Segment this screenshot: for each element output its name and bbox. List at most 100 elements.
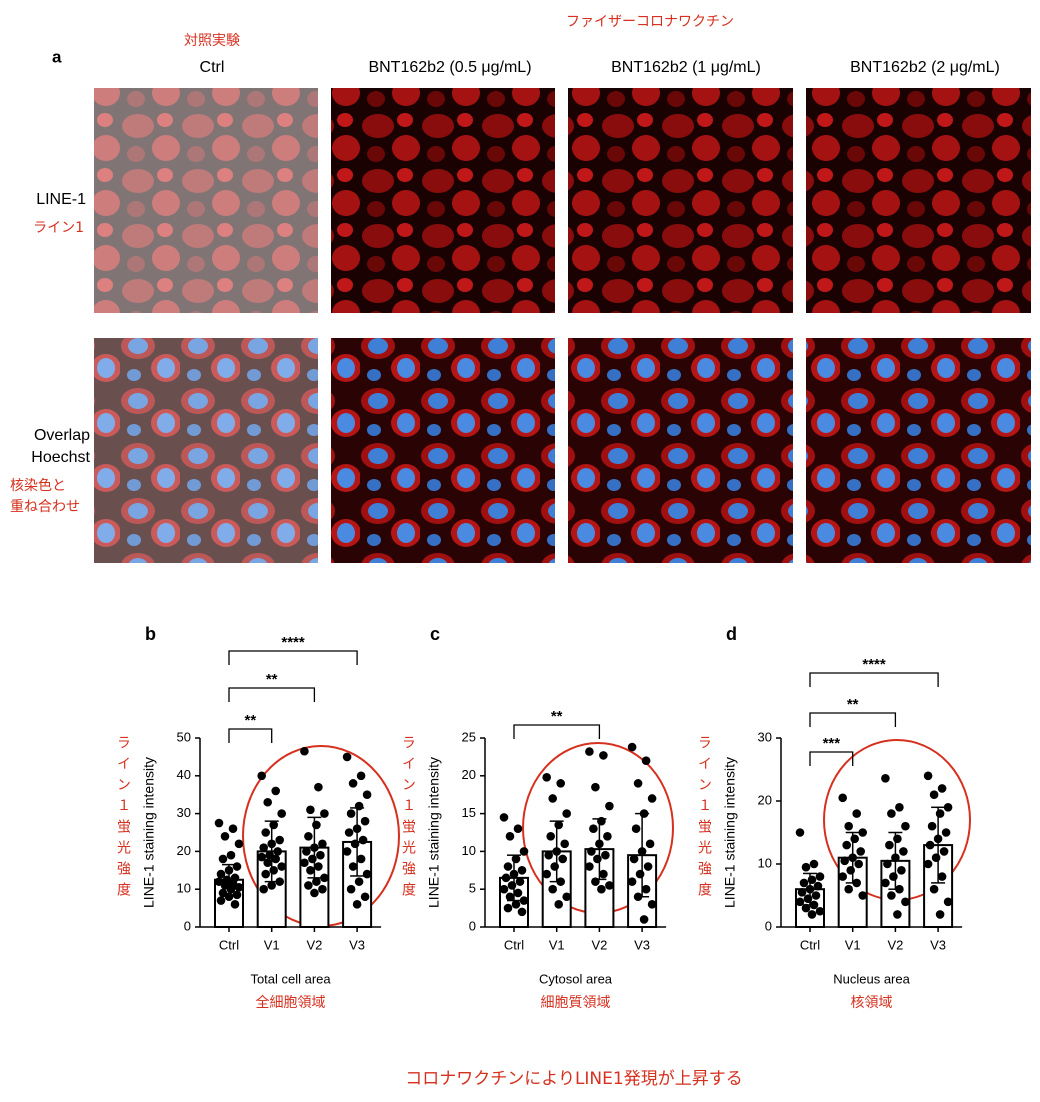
data-point: [318, 839, 327, 849]
data-point: [809, 859, 819, 869]
y-tick-label: 0: [765, 918, 772, 933]
data-point: [811, 891, 821, 900]
data-point: [261, 828, 271, 837]
micrograph: [568, 88, 793, 313]
data-point: [312, 820, 321, 830]
data-point: [542, 773, 551, 782]
data-point: [562, 892, 571, 902]
data-point: [813, 881, 823, 891]
data-point: [306, 805, 315, 815]
data-point: [593, 854, 602, 864]
y-tick-label: 20: [462, 767, 476, 782]
data-point: [358, 835, 368, 845]
y-tick-label: 30: [758, 729, 772, 744]
data-point: [360, 892, 370, 902]
data-point: [799, 878, 809, 888]
y-tick-label: 0: [184, 918, 191, 933]
x-tick-label: V2: [887, 937, 903, 952]
data-point: [544, 850, 553, 860]
data-point: [318, 884, 327, 894]
row-note: 核染色と: [10, 477, 66, 494]
significance-bracket: [809, 712, 897, 727]
significance-label: **: [551, 708, 563, 725]
data-point: [263, 797, 273, 807]
data-point: [901, 897, 910, 907]
top-note: ファイザーコロナワクチン: [566, 14, 734, 30]
column-title: BNT162b2 (1 μg/mL): [611, 59, 761, 76]
panel-letter: a: [52, 47, 62, 66]
data-point: [627, 742, 637, 752]
data-point: [647, 794, 657, 803]
data-point: [517, 866, 527, 875]
data-point: [643, 862, 653, 871]
data-point: [354, 877, 364, 886]
data-point: [261, 869, 271, 879]
data-point: [605, 881, 614, 890]
x-tick-label: V1: [264, 937, 280, 952]
data-point: [505, 831, 515, 841]
data-point: [257, 852, 267, 862]
data-point: [220, 831, 230, 841]
y-tick-label: 20: [177, 843, 191, 858]
data-point: [342, 752, 352, 762]
data-point: [519, 896, 529, 905]
data-point: [846, 866, 855, 875]
data-point: [352, 900, 362, 909]
data-point: [308, 854, 317, 864]
data-point: [635, 869, 645, 879]
data-point: [854, 859, 863, 869]
data-point: [560, 839, 569, 849]
data-point: [883, 859, 892, 869]
micrograph: [331, 88, 555, 313]
data-point: [925, 840, 935, 850]
significance-label: ***: [823, 735, 841, 752]
data-point: [844, 884, 853, 894]
data-point: [218, 854, 228, 864]
data-point: [232, 890, 242, 900]
data-point: [271, 854, 281, 864]
data-point: [587, 847, 596, 856]
y-tick-label: 5: [469, 881, 476, 896]
data-point: [923, 859, 933, 869]
data-point: [844, 821, 853, 831]
y-axis-note: ライン１蛍光強度: [115, 735, 131, 903]
data-point: [515, 877, 525, 886]
data-point: [360, 816, 370, 826]
data-point: [259, 843, 269, 852]
data-point: [589, 824, 598, 834]
data-point: [306, 866, 315, 875]
data-point: [348, 779, 358, 788]
significance-bracket: [228, 728, 273, 743]
data-point: [647, 900, 657, 909]
row-label: LINE-1: [36, 191, 86, 208]
data-point: [899, 847, 908, 856]
data-point: [344, 828, 354, 837]
significance-label: **: [245, 712, 257, 729]
data-point: [499, 884, 509, 894]
data-point: [801, 903, 811, 913]
column-title: BNT162b2 (2 μg/mL): [850, 59, 1000, 76]
data-point: [641, 756, 651, 765]
x-axis-label: Nucleus area: [833, 971, 910, 986]
column-title: Ctrl: [200, 59, 225, 76]
y-axis-note: ライン１蛍光強度: [400, 735, 416, 903]
data-point: [267, 881, 277, 890]
y-tick-label: 10: [462, 843, 476, 858]
significance-label: **: [266, 671, 278, 688]
data-point: [605, 801, 614, 811]
y-tick-label: 30: [177, 805, 191, 820]
data-point: [852, 809, 861, 818]
data-point: [517, 907, 527, 917]
micrograph: [568, 338, 793, 563]
data-point: [342, 847, 352, 856]
y-tick-label: 20: [758, 792, 772, 807]
data-point: [858, 828, 867, 837]
data-point: [838, 793, 847, 803]
data-point: [858, 891, 867, 900]
data-point: [320, 873, 329, 883]
x-axis-note: 細胞質領域: [541, 994, 611, 1011]
data-point: [348, 862, 358, 871]
data-point: [302, 847, 311, 856]
data-point: [505, 892, 515, 902]
